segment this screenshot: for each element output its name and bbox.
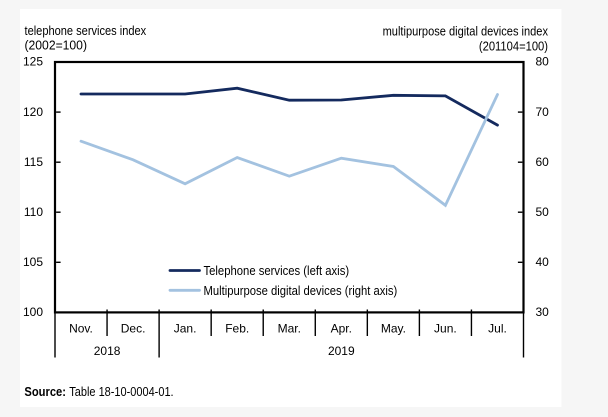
svg-text:80: 80 bbox=[536, 55, 550, 69]
svg-text:Jun.: Jun. bbox=[434, 322, 457, 336]
svg-text:60: 60 bbox=[536, 155, 550, 169]
svg-text:Mar.: Mar. bbox=[278, 322, 301, 336]
svg-text:Multipurpose digital devices (: Multipurpose digital devices (right axis… bbox=[204, 284, 398, 298]
svg-text:115: 115 bbox=[24, 155, 43, 169]
svg-text:110: 110 bbox=[24, 205, 43, 219]
svg-text:70: 70 bbox=[536, 105, 550, 119]
svg-text:100: 100 bbox=[23, 305, 43, 319]
svg-text:May.: May. bbox=[381, 322, 406, 336]
svg-text:2019: 2019 bbox=[328, 344, 355, 358]
svg-text:(201104=100): (201104=100) bbox=[479, 39, 548, 53]
svg-text:120: 120 bbox=[23, 105, 43, 119]
svg-text:Feb.: Feb. bbox=[225, 322, 249, 336]
svg-text:Table 18-10-0004-01.: Table 18-10-0004-01. bbox=[69, 385, 173, 399]
svg-text:(2002=100): (2002=100) bbox=[25, 39, 88, 53]
svg-text:Apr.: Apr. bbox=[331, 322, 352, 336]
svg-text:50: 50 bbox=[536, 205, 550, 219]
svg-text:30: 30 bbox=[536, 305, 550, 319]
svg-text:multipurpose digital devices i: multipurpose digital devices index bbox=[383, 25, 549, 39]
svg-text:105: 105 bbox=[23, 255, 43, 269]
svg-text:125: 125 bbox=[23, 55, 43, 69]
svg-text:Jan.: Jan. bbox=[174, 322, 197, 336]
svg-text:2018: 2018 bbox=[94, 344, 121, 358]
svg-text:40: 40 bbox=[536, 255, 550, 269]
svg-text:Dec.: Dec. bbox=[121, 322, 146, 336]
svg-text:Nov.: Nov. bbox=[69, 322, 93, 336]
svg-text:Jul.: Jul. bbox=[488, 322, 507, 336]
svg-text:Telephone services (left axis): Telephone services (left axis) bbox=[204, 264, 350, 278]
svg-text:telephone services index: telephone services index bbox=[25, 24, 147, 38]
svg-text:Source:: Source: bbox=[24, 385, 66, 399]
